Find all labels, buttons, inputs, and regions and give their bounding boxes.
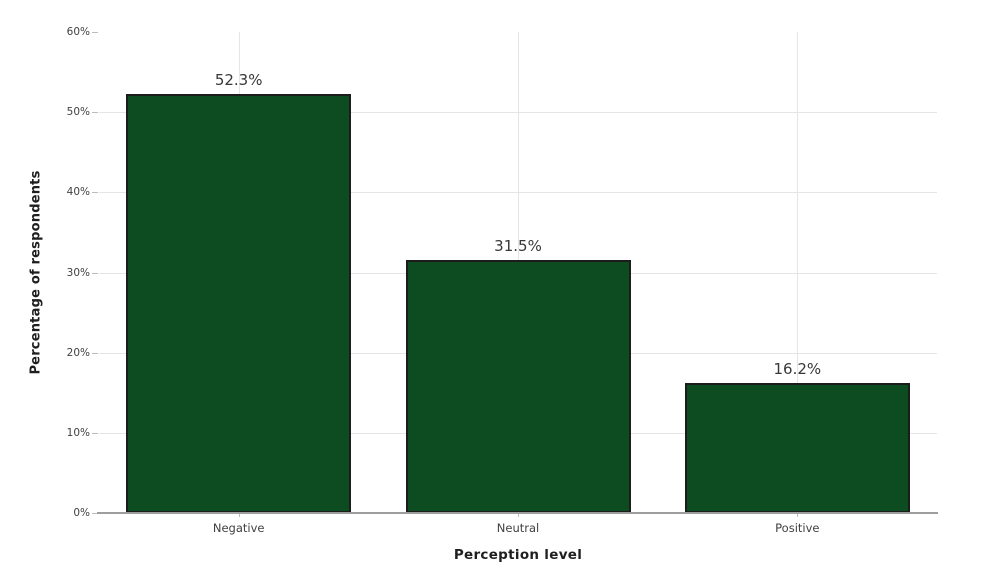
bar-value-label: 16.2% <box>773 360 822 379</box>
x-axis-tick <box>797 513 799 517</box>
bar-positive <box>684 383 910 513</box>
y-axis-tick <box>92 513 98 514</box>
y-axis-tick <box>92 272 98 274</box>
bar-neutral <box>405 260 631 513</box>
y-tick-label: 20% <box>66 346 90 359</box>
y-axis-tick <box>92 352 98 354</box>
y-axis-tick <box>92 432 98 434</box>
y-tick-label: 0% <box>73 507 90 519</box>
x-axis-line <box>97 512 938 514</box>
bar-negative <box>126 93 352 513</box>
y-axis-tick <box>92 32 98 33</box>
x-axis-tick <box>238 513 240 517</box>
y-tick-label: 40% <box>66 186 90 199</box>
bar-value-label: 31.5% <box>494 237 542 256</box>
bar-value-label: 52.3% <box>214 70 263 89</box>
x-tick-label: Negative <box>212 521 265 535</box>
y-axis-tick <box>92 192 98 194</box>
x-tick-label: Positive <box>775 521 820 535</box>
y-axis-title: Percentage of respondents <box>28 170 44 375</box>
y-tick-label: 50% <box>66 106 90 119</box>
x-axis-tick <box>518 513 519 517</box>
y-axis-tick <box>92 112 98 114</box>
y-tick-label: 60% <box>66 26 90 38</box>
x-axis-title: Perception level <box>453 547 583 563</box>
y-tick-label: 30% <box>66 266 90 279</box>
x-gridline <box>797 32 799 513</box>
y-tick-label: 10% <box>66 426 90 439</box>
x-tick-label: Neutral <box>496 521 540 535</box>
